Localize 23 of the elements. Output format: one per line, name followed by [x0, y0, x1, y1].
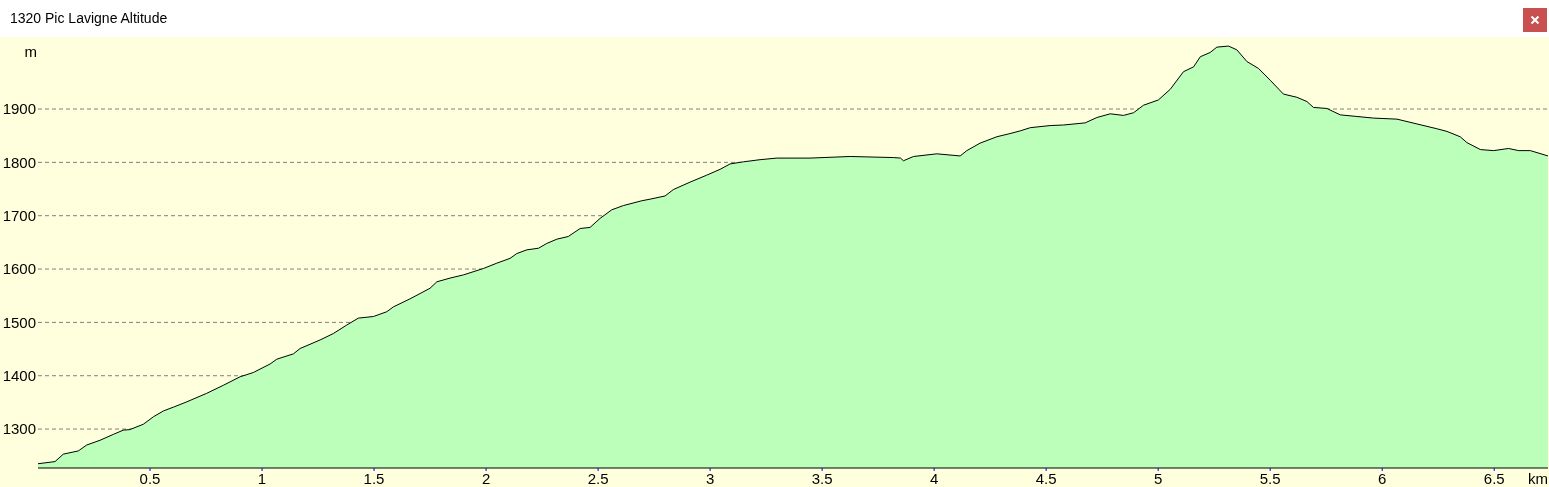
- y-tick-label: 1900: [2, 100, 36, 118]
- y-tick-label: 1400: [2, 367, 36, 385]
- x-tick-label: 6.5: [1483, 469, 1505, 487]
- x-tick-label: 1: [257, 469, 267, 487]
- x-tick-label: 4.5: [1035, 469, 1057, 487]
- x-tick-label: 1.5: [363, 469, 385, 487]
- x-tick-label: 3: [705, 469, 715, 487]
- x-tick-label: 2: [481, 469, 491, 487]
- x-tick-label: 5: [1154, 469, 1163, 487]
- y-axis-title: m: [24, 43, 37, 61]
- x-tick-label: 4: [929, 469, 939, 487]
- y-tick-label: 1800: [2, 153, 36, 171]
- y-tick-label: 1300: [2, 420, 36, 438]
- y-tick-label: 1500: [2, 313, 36, 331]
- x-tick-label: 0.5: [139, 469, 161, 487]
- chart-title: 1320 Pic Lavigne Altitude: [10, 9, 168, 27]
- x-axis-title: km: [1528, 470, 1548, 487]
- x-tick-label: 6: [1378, 469, 1387, 487]
- x-tick-label: 2.5: [587, 469, 609, 487]
- x-tick-label: 3.5: [811, 469, 833, 487]
- y-tick-label: 1700: [2, 207, 36, 225]
- x-tick-label: 5.5: [1259, 469, 1281, 487]
- y-tick-label: 1600: [2, 260, 36, 278]
